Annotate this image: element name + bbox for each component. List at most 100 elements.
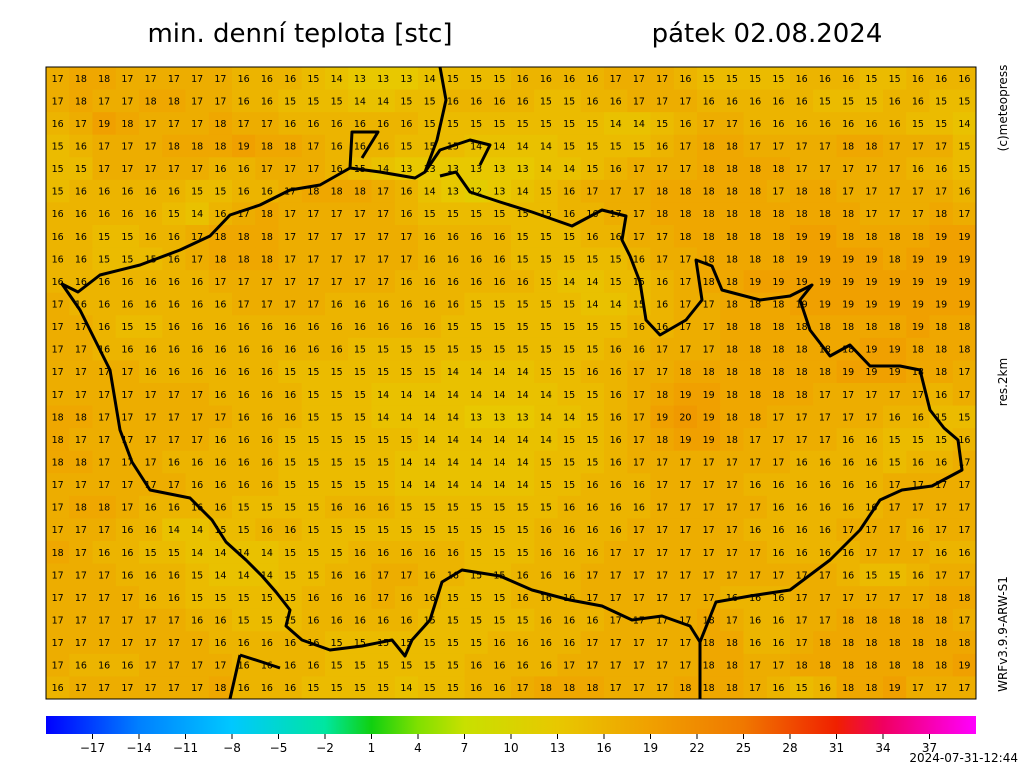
cell-value: 16 — [52, 254, 64, 265]
cell-value: 15 — [238, 616, 250, 627]
cell-bg — [394, 518, 419, 542]
cell-bg — [487, 473, 512, 497]
cell-value: 16 — [726, 96, 738, 107]
cell-bg — [115, 315, 140, 339]
cell-bg — [627, 89, 651, 113]
cell-bg — [115, 450, 140, 474]
cell-value: 16 — [703, 96, 715, 107]
cell-bg — [511, 247, 535, 271]
cell-value: 15 — [284, 96, 296, 107]
cell-value: 16 — [331, 164, 343, 175]
cell-value: 16 — [610, 390, 622, 401]
cell-bg — [557, 495, 582, 519]
cell-bg — [673, 225, 698, 249]
cell-value: 17 — [749, 683, 761, 694]
cell-value: 14 — [238, 570, 250, 581]
cell-value: 18 — [679, 209, 691, 220]
cell-bg — [418, 337, 442, 361]
cell-value: 17 — [633, 390, 645, 401]
cell-bg — [464, 563, 489, 587]
cell-value: 16 — [517, 277, 529, 288]
cell-value: 14 — [447, 480, 459, 491]
cell-value: 17 — [168, 74, 180, 85]
cell-value: 13 — [424, 164, 436, 175]
cell-value: 14 — [493, 142, 505, 153]
cell-value: 17 — [772, 435, 784, 446]
cell-value: 18 — [238, 232, 250, 243]
cell-bg — [371, 89, 396, 113]
cell-value: 19 — [679, 435, 691, 446]
cell-value: 16 — [493, 254, 505, 265]
cell-bg — [92, 383, 117, 407]
cell-bg — [720, 202, 744, 226]
cell-value: 16 — [400, 593, 412, 604]
cell-bg — [697, 337, 721, 361]
cell-value: 15 — [424, 142, 436, 153]
cell-bg — [464, 337, 489, 361]
cell-value: 17 — [354, 254, 366, 265]
cell-value: 17 — [656, 570, 668, 581]
model: WRFv3.9.9-ARW-S1 — [996, 576, 1010, 692]
cell-value: 17 — [656, 367, 668, 378]
cell-value: 15 — [493, 593, 505, 604]
cell-bg — [511, 586, 535, 610]
cell-value: 15 — [424, 638, 436, 649]
cell-value: 15 — [307, 683, 319, 694]
cell-bg — [650, 360, 675, 384]
cell-value: 17 — [610, 616, 622, 627]
cell-value: 17 — [958, 480, 970, 491]
cell-bg — [673, 450, 698, 474]
cell-value: 19 — [819, 277, 831, 288]
cell-bg — [232, 292, 256, 316]
cell-value: 13 — [493, 164, 505, 175]
cell-value: 17 — [749, 570, 761, 581]
cell-value: 14 — [447, 390, 459, 401]
cell-value: 15 — [586, 412, 598, 423]
cell-bg — [929, 631, 954, 655]
cell-bg — [604, 247, 628, 271]
cell-value: 17 — [819, 142, 831, 153]
cell-value: 15 — [75, 164, 87, 175]
cell-value: 14 — [377, 164, 389, 175]
cell-bg — [394, 676, 419, 700]
cell-value: 18 — [865, 683, 877, 694]
cell-bg — [906, 428, 930, 452]
cell-value: 16 — [98, 187, 110, 198]
cell-value: 17 — [145, 164, 157, 175]
cell-value: 17 — [75, 367, 87, 378]
cell-value: 17 — [703, 593, 715, 604]
cell-value: 15 — [307, 412, 319, 423]
cell-value: 17 — [98, 390, 110, 401]
cell-value: 15 — [331, 458, 343, 469]
cell-bg — [720, 360, 744, 384]
cell-bg — [371, 676, 396, 700]
cell-value: 14 — [424, 412, 436, 423]
cell-value: 16 — [935, 548, 947, 559]
cell-value: 15 — [470, 345, 482, 356]
cell-value: 16 — [424, 300, 436, 311]
cell-value: 17 — [98, 367, 110, 378]
cell-bg — [487, 428, 512, 452]
cell-value: 15 — [400, 525, 412, 536]
cell-bg — [348, 586, 372, 610]
cell-bg — [766, 179, 791, 203]
cell-value: 16 — [214, 638, 226, 649]
cell-bg — [46, 383, 70, 407]
cell-value: 19 — [958, 277, 970, 288]
cell-value: 17 — [726, 548, 738, 559]
cell-value: 17 — [284, 164, 296, 175]
cell-value: 16 — [121, 525, 133, 536]
cell-bg — [511, 270, 535, 294]
cell-value: 17 — [935, 142, 947, 153]
cell-bg — [185, 315, 210, 339]
cell-value: 17 — [98, 570, 110, 581]
cell-value: 17 — [168, 638, 180, 649]
cell-value: 16 — [261, 525, 273, 536]
cell-value: 17 — [586, 638, 598, 649]
cell-value: 15 — [284, 593, 296, 604]
cell-bg — [348, 383, 372, 407]
cell-value: 18 — [726, 661, 738, 672]
cell-bg — [464, 67, 489, 91]
cell-bg — [255, 89, 279, 113]
cell-bg — [301, 518, 326, 542]
